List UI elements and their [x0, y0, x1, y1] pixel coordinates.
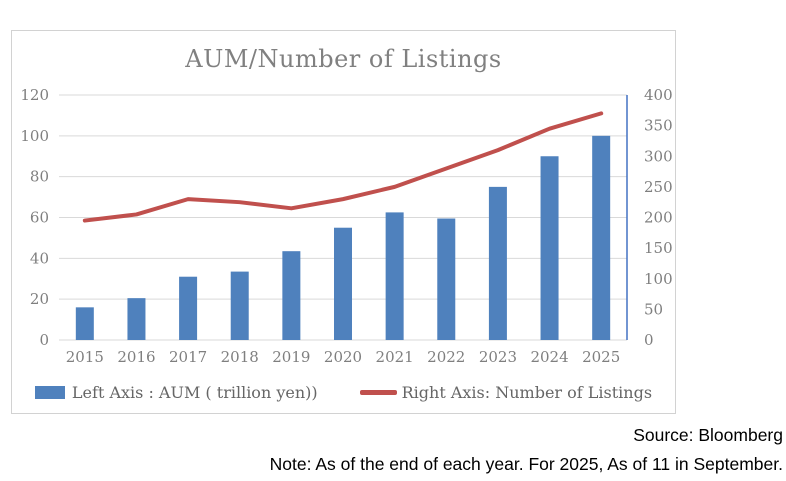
year-label-2019: 2019: [272, 348, 310, 366]
year-label-2024: 2024: [530, 348, 568, 366]
right-tick-200: 200: [644, 209, 673, 227]
bar-2016: [127, 298, 146, 340]
aum-legend-label: Left Axis : AUM ( trillion yen)): [71, 383, 318, 402]
bar-2017: [179, 276, 198, 340]
left-tick-60: 60: [30, 209, 49, 227]
year-label-2017: 2017: [169, 348, 207, 366]
year-label-2018: 2018: [221, 348, 259, 366]
left-tick-120: 120: [20, 86, 49, 104]
chart-title: AUM/Number of Listings: [185, 45, 502, 73]
chart-legend: Left Axis : AUM ( trillion yen)) Right A…: [12, 383, 675, 402]
right-tick-250: 250: [644, 178, 673, 196]
listings-legend-swatch: [359, 390, 397, 395]
bar-2023: [488, 186, 507, 340]
bar-2020: [334, 227, 352, 340]
bar-2015: [75, 307, 94, 340]
bar-2025: [592, 135, 611, 340]
listings-line: [82, 111, 604, 223]
year-label-2023: 2023: [479, 348, 517, 366]
legend-item-aum: Left Axis : AUM ( trillion yen)): [34, 383, 318, 402]
note-text: Note: As of the end of each year. For 20…: [269, 454, 783, 474]
left-tick-40: 40: [30, 249, 49, 267]
right-tick-150: 150: [644, 239, 673, 257]
year-label-2021: 2021: [376, 348, 414, 366]
bar-2021: [385, 212, 404, 340]
year-label-2025: 2025: [582, 348, 620, 366]
footer: Source: Bloomberg Note: As of the end of…: [270, 421, 783, 479]
year-label-2016: 2016: [117, 348, 155, 366]
chart: 0 20 40 60 80 100 120 0 50 100 150 200 250 300 350 400 2…: [11, 30, 676, 414]
right-tick-0: 0: [644, 331, 654, 349]
chart-plot: 0 20 40 60 80 100 120 0 50 100 150 200 250 300 350 400 2…: [20, 86, 673, 366]
right-tick-50: 50: [644, 300, 663, 318]
left-tick-80: 80: [30, 168, 49, 186]
bar-2019: [282, 251, 301, 340]
aum-legend-swatch: [34, 386, 65, 399]
right-tick-400: 400: [644, 86, 673, 104]
bar-2018: [230, 271, 249, 340]
left-tick-100: 100: [20, 127, 49, 145]
right-tick-100: 100: [644, 270, 673, 288]
year-label-2022: 2022: [427, 348, 465, 366]
year-label-2020: 2020: [324, 348, 362, 366]
bar-2022: [437, 218, 456, 340]
listings-legend-label: Right Axis: Number of Listings: [401, 383, 653, 402]
right-tick-350: 350: [644, 117, 673, 135]
left-tick-0: 0: [39, 331, 49, 349]
legend-item-listings: Right Axis: Number of Listings: [359, 383, 653, 402]
year-label-2015: 2015: [66, 348, 104, 366]
bar-2024: [540, 156, 559, 340]
right-tick-300: 300: [644, 147, 673, 165]
source-text: Source: Bloomberg: [633, 425, 783, 445]
left-tick-20: 20: [30, 290, 49, 308]
